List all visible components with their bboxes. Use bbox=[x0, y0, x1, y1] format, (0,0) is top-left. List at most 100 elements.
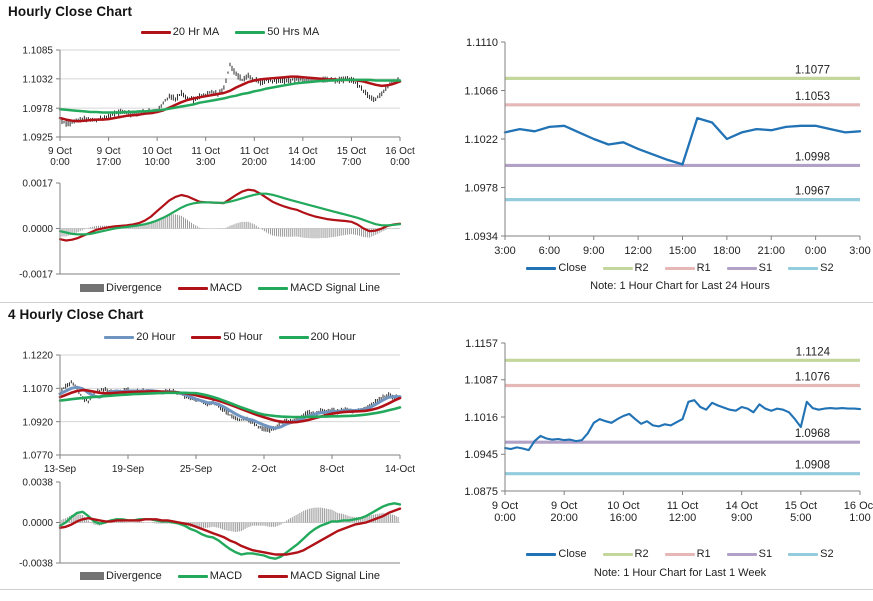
legend-swatch bbox=[602, 266, 633, 270]
svg-text:1.1066: 1.1066 bbox=[464, 85, 498, 97]
svg-text:1.0934: 1.0934 bbox=[464, 231, 498, 243]
legend-item: 50 Hrs MA bbox=[235, 26, 319, 38]
hourly-macd-chart: 0.0017 0.0000 -0.0017 bbox=[19, 179, 402, 281]
svg-text:1.1053: 1.1053 bbox=[795, 91, 830, 103]
svg-text:18:00: 18:00 bbox=[713, 245, 741, 257]
legend-label: 50 Hrs MA bbox=[267, 26, 320, 38]
legend-label: MACD bbox=[209, 282, 243, 294]
pivot-1week-legend: Close R2 R1 S1 S2 bbox=[495, 548, 865, 560]
svg-text:0.0000: 0.0000 bbox=[22, 224, 53, 235]
legend-label: S1 bbox=[758, 548, 773, 560]
legend-swatch bbox=[664, 266, 695, 270]
svg-text:-0.0017: -0.0017 bbox=[19, 270, 53, 281]
legend-swatch bbox=[726, 552, 757, 556]
svg-text:1.1124: 1.1124 bbox=[796, 346, 831, 358]
svg-text:0:00: 0:00 bbox=[805, 245, 826, 257]
legend-label: Close bbox=[558, 548, 587, 560]
hourly-price-legend: 20 Hr MA 50 Hrs MA bbox=[60, 26, 400, 38]
svg-text:1.0908: 1.0908 bbox=[795, 460, 830, 472]
four-hourly-chart-title: 4 Hourly Close Chart bbox=[8, 307, 144, 322]
legend-item: Divergence bbox=[80, 570, 162, 582]
legend-item: S1 bbox=[726, 548, 773, 560]
section-divider bbox=[0, 302, 873, 303]
svg-text:1.1022: 1.1022 bbox=[464, 134, 498, 146]
hourly-price-chart: 1.1085 1.1032 1.0978 1.0925 9 Oct 0:00 9 Oct 17… bbox=[22, 46, 415, 168]
svg-text:1.1032: 1.1032 bbox=[22, 74, 53, 85]
legend-label: R1 bbox=[696, 262, 711, 274]
legend-label: 200 Hour bbox=[310, 331, 356, 343]
svg-text:1.0925: 1.0925 bbox=[22, 133, 53, 144]
legend-swatch bbox=[258, 574, 289, 578]
pivot-chart-1week: 1.1124 1.1076 1.0968 1.0908 1.1157 1.1087 1.10… bbox=[464, 338, 873, 524]
pivot-24h-note: Note: 1 Hour Chart for Last 24 Hours bbox=[590, 280, 770, 292]
hourly-chart-title: Hourly Close Chart bbox=[8, 4, 133, 19]
svg-text:1.0978: 1.0978 bbox=[22, 104, 53, 115]
legend-item: R1 bbox=[664, 262, 711, 274]
svg-text:3:00: 3:00 bbox=[494, 245, 515, 257]
svg-text:9:00: 9:00 bbox=[583, 245, 604, 257]
svg-text:1.1076: 1.1076 bbox=[795, 372, 830, 384]
legend-item: MACD Signal Line bbox=[258, 570, 380, 582]
legend-swatch bbox=[664, 552, 695, 556]
pivot-1week-note: Note: 1 Hour Chart for Last 1 Week bbox=[593, 567, 767, 579]
legend-item: MACD bbox=[177, 570, 243, 582]
svg-text:1.0998: 1.0998 bbox=[795, 151, 830, 163]
legend-item: R1 bbox=[664, 548, 711, 560]
svg-text:19-Sep: 19-Sep bbox=[112, 464, 145, 475]
four-hourly-price-chart: 1.1220 1.1070 1.0920 1.0770 13-Sep 19-Sep 25-S… bbox=[22, 351, 415, 475]
svg-text:1.1085: 1.1085 bbox=[22, 46, 53, 57]
svg-text:8-Oct: 8-Oct bbox=[320, 464, 345, 475]
svg-text:1.0875: 1.0875 bbox=[464, 486, 498, 498]
legend-item: S2 bbox=[788, 548, 834, 560]
svg-text:12:00: 12:00 bbox=[624, 245, 652, 257]
svg-text:1.1157: 1.1157 bbox=[465, 338, 498, 350]
legend-item: MACD Signal Line bbox=[258, 282, 380, 294]
legend-item: 20 Hr MA bbox=[140, 26, 219, 38]
legend-swatch bbox=[526, 266, 557, 270]
legend-label: MACD bbox=[209, 570, 243, 582]
legend-label: MACD Signal Line bbox=[290, 570, 380, 582]
svg-text:1.1016: 1.1016 bbox=[464, 412, 498, 424]
four-hourly-price-legend: 20 Hour 50 Hour 200 Hour bbox=[60, 331, 400, 343]
svg-text:1.1087: 1.1087 bbox=[464, 375, 498, 387]
svg-text:0.0000: 0.0000 bbox=[22, 518, 53, 529]
legend-swatch bbox=[788, 266, 819, 270]
svg-text:0.0038: 0.0038 bbox=[22, 478, 53, 489]
svg-text:6:00: 6:00 bbox=[539, 245, 560, 257]
legend-label: Divergence bbox=[106, 282, 162, 294]
legend-label: S2 bbox=[820, 262, 834, 274]
legend-item: 20 Hour bbox=[104, 331, 175, 343]
svg-text:13-Sep: 13-Sep bbox=[44, 464, 77, 475]
legend-swatch bbox=[526, 552, 557, 556]
svg-text:1.1110: 1.1110 bbox=[466, 37, 498, 49]
svg-text:-0.0038: -0.0038 bbox=[19, 559, 53, 570]
svg-text:1.0945: 1.0945 bbox=[464, 449, 498, 461]
four-hourly-macd-legend: Divergence MACD MACD Signal Line bbox=[60, 570, 400, 582]
legend-label: R2 bbox=[634, 262, 649, 274]
legend-label: 20 Hour bbox=[136, 331, 176, 343]
legend-swatch bbox=[191, 335, 222, 339]
legend-item: Close bbox=[526, 548, 587, 560]
svg-text:1.0978: 1.0978 bbox=[464, 182, 498, 194]
legend-swatch bbox=[602, 552, 633, 556]
legend-item: Close bbox=[526, 262, 587, 274]
legend-label: 50 Hour bbox=[223, 331, 263, 343]
svg-text:0.0017: 0.0017 bbox=[22, 179, 53, 190]
legend-swatch bbox=[726, 266, 757, 270]
pivot-chart-24h: 1.1077 1.1053 1.0998 1.0967 1.1110 1.1066 1.10… bbox=[464, 37, 870, 257]
legend-item: Divergence bbox=[80, 282, 162, 294]
svg-text:1.0920: 1.0920 bbox=[22, 417, 53, 428]
legend-label: R1 bbox=[696, 548, 711, 560]
